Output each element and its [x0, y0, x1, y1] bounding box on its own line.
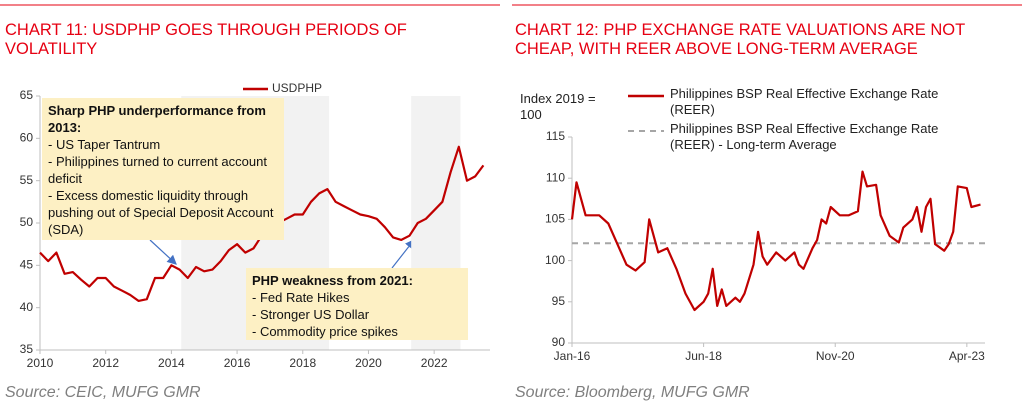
y-tick-label: 45: [20, 258, 34, 272]
x-tick-label: Jun-18: [685, 349, 722, 363]
y-tick-label: 55: [20, 173, 34, 187]
y-tick-label: 115: [546, 129, 565, 143]
annotation-item: - Philippines turned to current account …: [48, 154, 267, 186]
chart-title: CHART 11: USDPHP GOES THROUGH PERIODS OF…: [5, 21, 407, 58]
legend-label: USDPHP: [272, 81, 322, 95]
x-tick-label: Nov-20: [816, 349, 855, 363]
annotation-item: - Commodity price spikes: [252, 324, 398, 339]
annotation-heading: PHP weakness from 2021:: [252, 273, 413, 288]
annotation-item: - Excess domestic liquidity through push…: [48, 188, 274, 237]
arrow: [391, 239, 415, 269]
x-tick-label: 2018: [289, 356, 316, 370]
annotation-item: - Stronger US Dollar: [252, 307, 370, 322]
x-tick-label: Apr-23: [949, 349, 985, 363]
y-tick-label: 35: [20, 342, 34, 356]
y-tick-label: 50: [20, 215, 34, 229]
legend-label: Philippines BSP Real Effective Exchange …: [670, 121, 939, 152]
source: Source: Bloomberg, MUFG GMR: [515, 384, 750, 401]
x-tick-label: 2014: [158, 356, 185, 370]
y-tick-label: 110: [546, 170, 565, 184]
y-tick-label: 90: [552, 335, 566, 349]
x-tick-label: 2016: [224, 356, 251, 370]
y-tick-label: 40: [20, 300, 34, 314]
x-tick-label: 2022: [421, 356, 448, 370]
source: Source: CEIC, MUFG GMR: [5, 384, 201, 401]
annotation-item: - Fed Rate Hikes: [252, 290, 350, 305]
y-tick-label: 60: [20, 131, 34, 145]
annotation-heading: Sharp PHP underperformance from 2013:: [48, 103, 266, 135]
y-tick-label: 65: [20, 88, 34, 102]
annotation-item: - US Taper Tantrum: [48, 137, 161, 152]
annotation-box: PHP weakness from 2021: - Fed Rate Hikes -…: [246, 268, 468, 340]
arrow: [149, 239, 177, 265]
x-tick-label: 2010: [27, 356, 54, 370]
annotation-box: Sharp PHP underperformance from 2013: - U…: [42, 98, 284, 240]
y-axis-label: Index 2019 = 100: [520, 91, 596, 122]
chart-title: CHART 12: PHP EXCHANGE RATE VALUATIONS A…: [515, 21, 965, 58]
x-tick-label: Jan-16: [554, 349, 591, 363]
y-tick-label: 95: [552, 294, 566, 308]
x-tick-label: 2020: [355, 356, 382, 370]
legend-label: Philippines BSP Real Effective Exchange …: [670, 86, 939, 117]
x-tick-label: 2012: [92, 356, 119, 370]
y-tick-label: 105: [545, 212, 565, 226]
y-tick-label: 100: [545, 253, 565, 267]
series-line: [570, 170, 981, 312]
